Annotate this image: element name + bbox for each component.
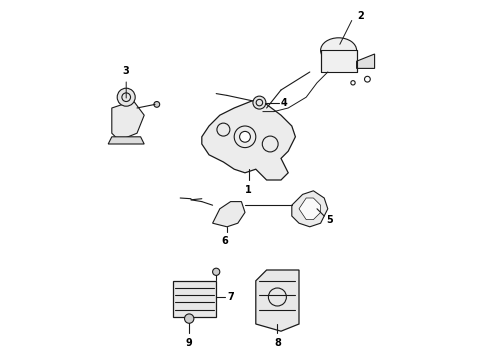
Bar [320,50,357,72]
Text: 5: 5 [326,215,333,225]
Circle shape [253,96,266,109]
Circle shape [117,88,135,106]
Text: 4: 4 [281,98,288,108]
Polygon shape [299,198,320,220]
Circle shape [185,314,194,323]
Polygon shape [292,191,328,227]
Text: 9: 9 [186,338,193,348]
Circle shape [154,102,160,107]
Ellipse shape [320,38,357,63]
Polygon shape [202,101,295,180]
Text: 8: 8 [274,338,281,348]
Bar [173,281,216,317]
Polygon shape [213,202,245,227]
Polygon shape [112,101,144,140]
Circle shape [213,268,220,275]
Text: 1: 1 [245,185,252,195]
Circle shape [240,131,250,142]
Polygon shape [256,270,299,331]
Polygon shape [357,54,374,68]
Text: 3: 3 [123,66,129,76]
Text: 7: 7 [227,292,234,302]
Text: 6: 6 [222,236,228,246]
Text: 2: 2 [357,11,364,21]
Polygon shape [108,137,144,144]
